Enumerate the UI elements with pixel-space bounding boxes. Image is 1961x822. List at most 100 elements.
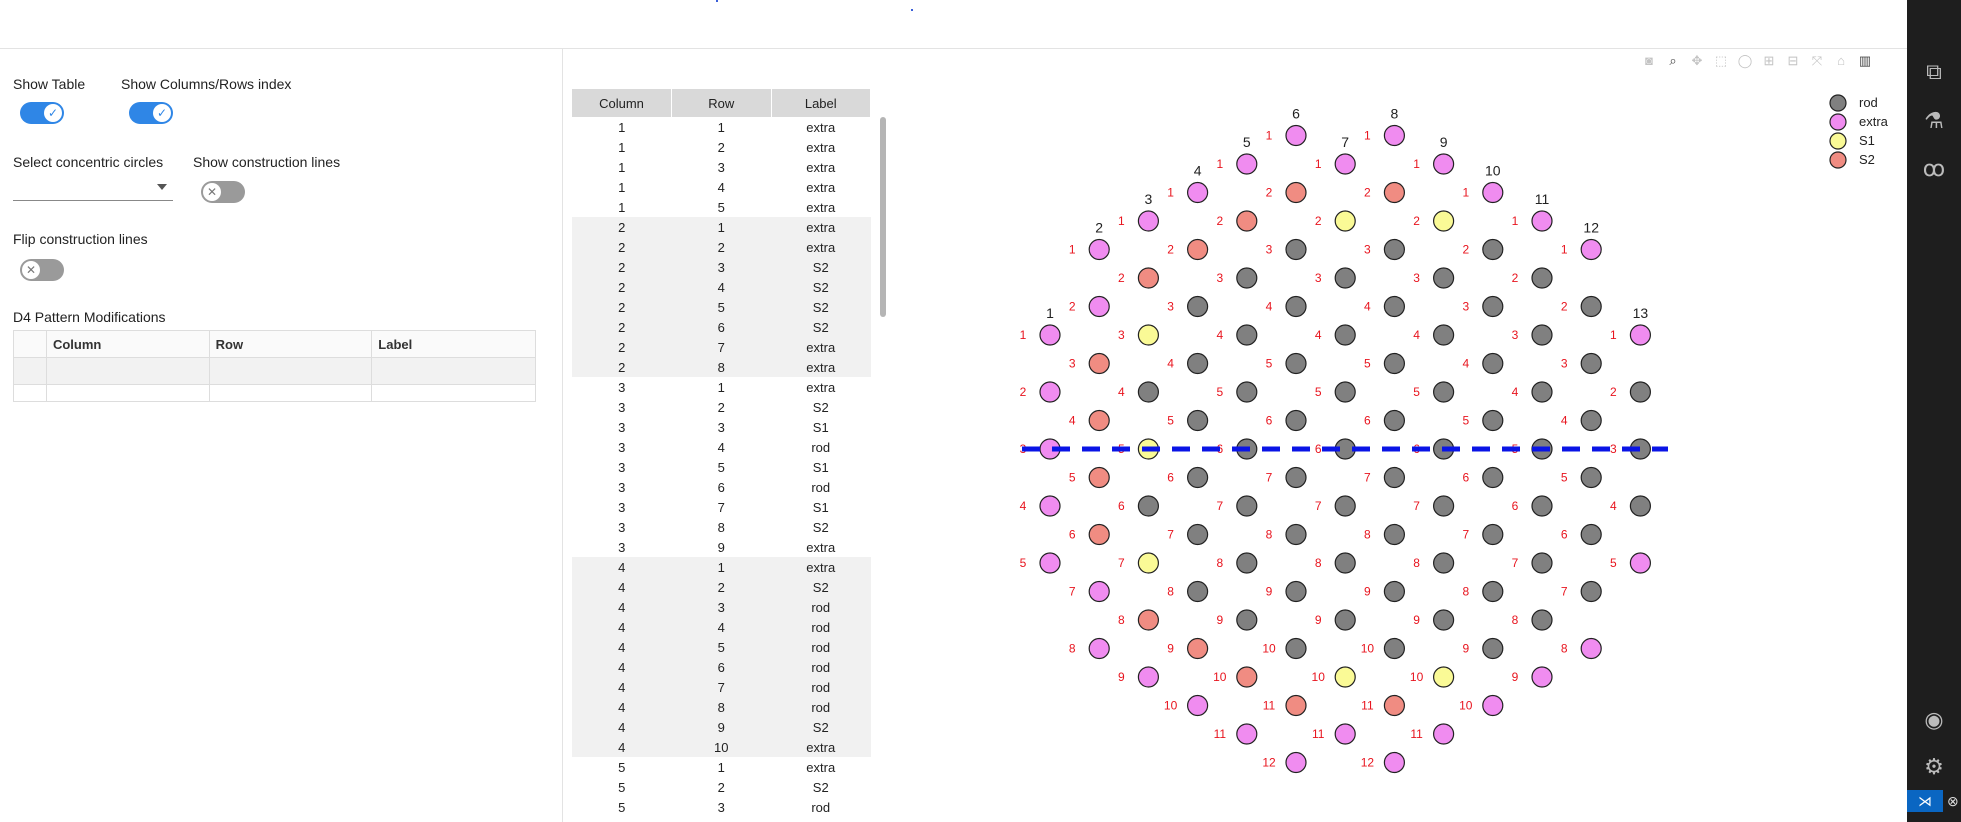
table-cell[interactable] — [371, 384, 536, 402]
cell-label: rod — [771, 657, 871, 677]
row-index-label: 7 — [1216, 499, 1223, 513]
extensions-icon[interactable]: ⧉ — [1926, 59, 1942, 84]
cell-row: 2 — [671, 577, 771, 597]
row-index-label: 10 — [1361, 642, 1375, 656]
close-icon[interactable]: ⊗ — [1947, 793, 1959, 809]
lattice-point-extra — [1088, 580, 1110, 603]
table-row[interactable]: 4 2 S2 — [572, 577, 871, 597]
row-index-label: 10 — [1459, 699, 1473, 713]
d4-modifications-table[interactable]: Column Row Label — [13, 330, 536, 402]
table-row[interactable]: 5 1 extra — [572, 757, 871, 777]
table-row[interactable]: 2 1 extra — [572, 217, 871, 237]
table-row[interactable]: 2 7 extra — [572, 337, 871, 357]
lattice-point-rod — [1482, 466, 1504, 489]
account-icon[interactable]: ◉ — [1924, 707, 1944, 732]
table-row[interactable]: 2 3 S2 — [572, 257, 871, 277]
zoom-out-icon[interactable]: ⊟ — [1787, 53, 1799, 68]
cell-label: extra — [806, 159, 836, 175]
python-icon[interactable]: ꝏ — [1922, 156, 1946, 181]
row-index-label: 5 — [1020, 556, 1027, 570]
lattice-point-rod — [1482, 295, 1504, 318]
cell-column: 3 — [618, 459, 626, 475]
table-row[interactable]: 1 5 extra — [572, 197, 871, 217]
table-scrollbar[interactable] — [880, 117, 886, 317]
table-row[interactable]: 3 7 S1 — [572, 497, 871, 517]
table-row[interactable]: 4 7 rod — [572, 677, 871, 697]
cell-row: 3 — [717, 419, 725, 435]
data-table-container[interactable]: Column Row Label 1 1 extra 1 2 extra 1 3 extra 1 4… — [572, 89, 872, 822]
table-row[interactable]: 5 2 S2 — [572, 777, 871, 797]
flask-icon[interactable]: ⚗ — [1924, 108, 1944, 133]
cell-label: S2 — [812, 519, 829, 535]
row-index-label: 7 — [1561, 585, 1568, 599]
cell-column: 1 — [618, 119, 626, 135]
row-index-label: 5 — [1413, 385, 1420, 399]
table-row[interactable]: 4 8 rod — [572, 697, 871, 717]
show-table-label: Show Table — [13, 76, 86, 92]
table-cell[interactable] — [13, 357, 47, 385]
table-row[interactable]: 1 4 extra — [572, 177, 871, 197]
plotly-logo-icon[interactable]: ▥ — [1858, 53, 1872, 68]
table-row[interactable]: 3 5 S1 — [572, 457, 871, 477]
table-row[interactable]: 4 3 rod — [572, 597, 871, 617]
show-table-toggle[interactable]: ✓ — [20, 102, 64, 124]
autoscale-icon[interactable]: ⤧ — [1811, 53, 1823, 68]
lasso-icon[interactable]: ◯ — [1737, 53, 1753, 68]
flip-lines-toggle[interactable]: ✕ — [20, 259, 64, 281]
row-index-label: 10 — [1164, 699, 1178, 713]
zoom-icon[interactable]: ⌕ — [1669, 53, 1677, 68]
table-row[interactable]: 3 1 extra — [572, 377, 871, 397]
lattice-plot[interactable]: 1123452123456783123456789412345678910512… — [0, 0, 1907, 822]
table-row[interactable]: 2 4 S2 — [572, 277, 871, 297]
cell-column: 4 — [572, 637, 672, 657]
table-cell[interactable] — [208, 357, 373, 385]
table-row[interactable]: 2 2 extra — [572, 237, 871, 257]
table-row[interactable]: 2 6 S2 — [572, 317, 871, 337]
table-row[interactable]: 3 8 S2 — [572, 517, 871, 537]
table-row[interactable]: 1 3 extra — [572, 157, 871, 177]
zoom-in-icon[interactable]: ⊞ — [1763, 53, 1775, 68]
table-row[interactable]: 4 9 S2 — [572, 717, 871, 737]
pan-icon[interactable]: ✥ — [1691, 53, 1703, 68]
table-row[interactable]: 4 4 rod — [572, 617, 871, 637]
row-index-label: 11 — [1263, 699, 1276, 713]
table-cell[interactable] — [45, 384, 210, 402]
camera-icon[interactable]: ◙ — [1645, 53, 1653, 68]
lattice-point-rod — [1186, 409, 1209, 432]
table-row[interactable]: 3 3 S1 — [572, 417, 871, 437]
home-icon[interactable]: ⌂ — [1837, 53, 1845, 68]
table-row[interactable] — [13, 357, 536, 385]
column-header[interactable]: Column — [572, 89, 672, 117]
table-row[interactable]: 4 10 extra — [572, 737, 871, 757]
lattice-point-rod — [1383, 238, 1406, 261]
table-row[interactable]: 4 1 extra — [572, 557, 871, 577]
table-row[interactable]: 5 3 rod — [572, 797, 871, 817]
table-row[interactable]: 2 5 S2 — [572, 297, 871, 317]
cell-label: S2 — [771, 277, 871, 297]
concentric-circles-select[interactable] — [13, 176, 173, 201]
label-header[interactable]: Label — [771, 89, 871, 117]
cell-row: 1 — [717, 119, 725, 135]
table-cell[interactable] — [371, 357, 536, 385]
column-index-label: 2 — [1095, 220, 1103, 236]
lattice-point-S2 — [1285, 181, 1307, 204]
table-row[interactable]: 3 9 extra — [572, 537, 871, 557]
table-row[interactable]: 3 4 rod — [572, 437, 871, 457]
table-row[interactable]: 3 6 rod — [572, 477, 871, 497]
table-row[interactable]: 2 8 extra — [572, 357, 871, 377]
row-header[interactable]: Row — [671, 89, 772, 117]
table-row[interactable]: 1 2 extra — [572, 137, 871, 157]
table-row[interactable]: 1 1 extra — [572, 117, 871, 137]
table-row[interactable]: 4 5 rod — [572, 637, 871, 657]
remote-status-button[interactable]: ⋊ — [1907, 790, 1943, 812]
show-lines-toggle[interactable]: ✕ — [201, 181, 245, 203]
table-row[interactable] — [13, 384, 536, 402]
cell-label: extra — [806, 379, 836, 395]
show-index-toggle[interactable]: ✓ — [129, 102, 173, 124]
gear-icon[interactable]: ⚙ — [1924, 754, 1944, 779]
cell-row: 4 — [717, 439, 725, 455]
table-cell[interactable] — [45, 357, 210, 385]
table-row[interactable]: 4 6 rod — [572, 657, 871, 677]
box-select-icon[interactable]: ⬚ — [1714, 53, 1728, 68]
table-row[interactable]: 3 2 S2 — [572, 397, 871, 417]
